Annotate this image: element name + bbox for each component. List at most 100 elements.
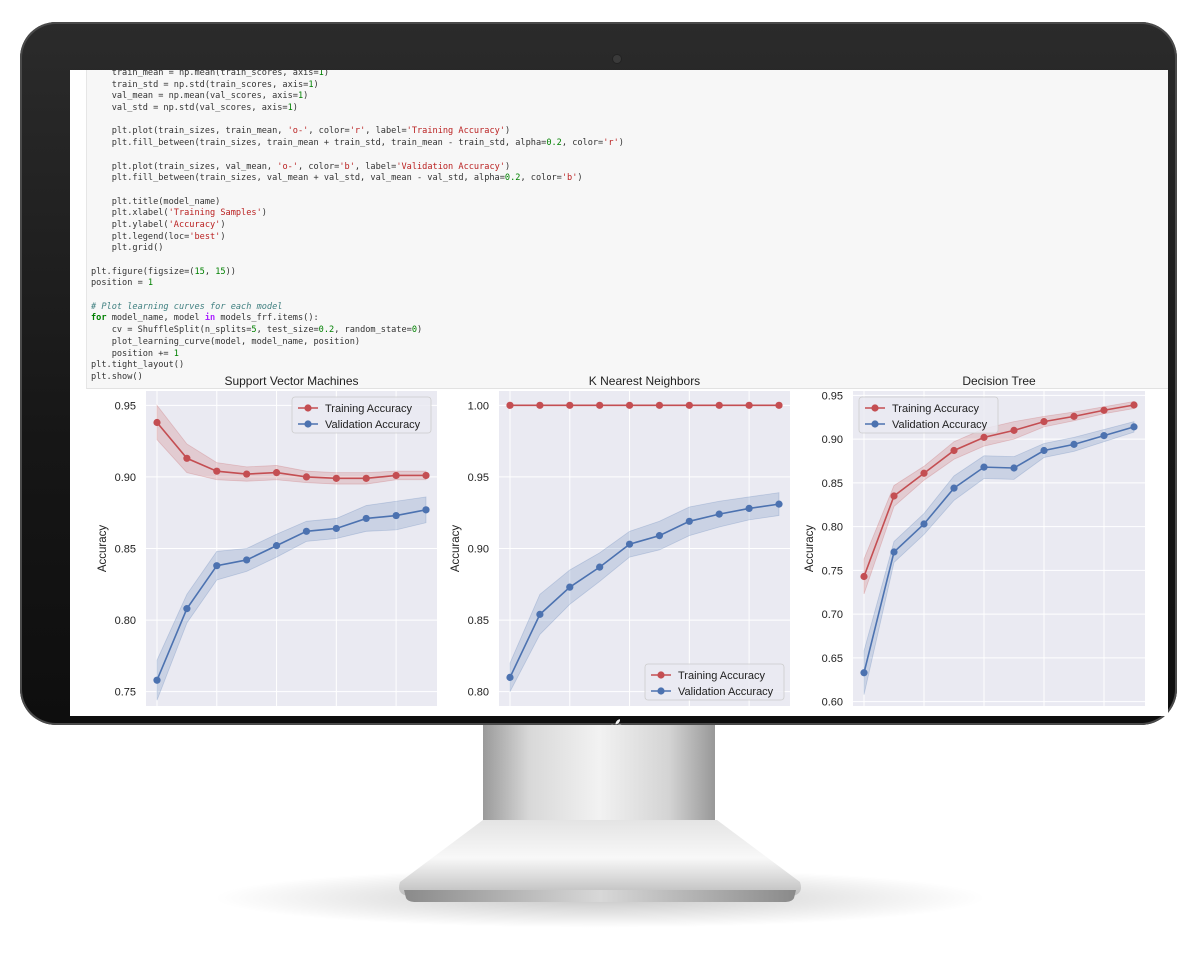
- code-token: ): [323, 70, 330, 78]
- code-token: train_mean = np.mean(train_scores, axis=: [91, 70, 319, 78]
- y-tick-label: 0.80: [468, 687, 489, 699]
- code-line: position = 1: [91, 278, 624, 290]
- legend-label: Training Accuracy: [325, 403, 413, 415]
- code-line: plt.plot(train_sizes, val_mean, 'o-', co…: [91, 162, 624, 174]
- code-line: cv = ShuffleSplit(n_splits=5, test_size=…: [91, 325, 624, 337]
- data-point: [980, 463, 988, 471]
- y-axis-label: Accuracy: [804, 525, 816, 573]
- code-editor[interactable]: train_mean = np.mean(train_scores, axis=…: [91, 70, 624, 384]
- code-token: ): [313, 79, 319, 90]
- code-token: 1: [297, 91, 304, 102]
- code-token: 'b': [339, 161, 355, 172]
- y-tick-label: 0.90: [468, 544, 489, 556]
- y-axis-label: Accuracy: [450, 525, 462, 573]
- data-point: [536, 610, 544, 618]
- chart-title: Decision Tree: [962, 374, 1036, 388]
- data-point: [860, 572, 868, 581]
- code-token: ): [303, 91, 309, 102]
- series-line: [863, 404, 1135, 577]
- data-point: [1070, 412, 1078, 420]
- y-tick-label: 0.80: [822, 522, 843, 534]
- legend-label: Training Accuracy: [678, 670, 766, 682]
- code-token: position +=: [91, 348, 174, 359]
- code-token: plt.xlabel(: [91, 208, 169, 219]
- y-tick-label: 0.90: [822, 434, 843, 446]
- data-point: [860, 669, 868, 677]
- data-point: [213, 467, 221, 475]
- code-token: ): [261, 208, 267, 219]
- legend-label: Validation Accuracy: [325, 419, 421, 431]
- data-point: [566, 401, 574, 409]
- code-line: plot_learning_curve(model, model_name, p…: [91, 337, 624, 349]
- legend: Training Accuracy Validation Accuracy: [291, 396, 432, 434]
- data-point: [1130, 423, 1138, 431]
- code-token: 'Training Accuracy': [406, 126, 505, 137]
- data-point: [506, 401, 514, 409]
- code-token: 'r': [603, 138, 619, 149]
- data-point: [392, 471, 400, 480]
- code-line: for model_name, model in models_frf.item…: [91, 313, 624, 325]
- code-line: plt.figure(figsize=(15, 15)): [91, 267, 624, 279]
- data-point: [715, 401, 723, 409]
- code-line: plt.xlabel('Training Samples'): [91, 208, 624, 220]
- legend-box: [858, 396, 999, 434]
- learning-curves-figure: 0.75 0.80 0.85 0.90 0.95 Support Vector Machi…: [97, 374, 1145, 709]
- data-point: [302, 527, 311, 535]
- code-token: 0.2: [546, 138, 562, 149]
- series-line: [156, 509, 427, 681]
- data-point: [243, 556, 251, 564]
- chart-2: 0.80 0.85 0.90 0.95 1.00 K Nearest Neighbors A…: [450, 374, 790, 706]
- code-line: plt.legend(loc='best'): [91, 232, 624, 244]
- code-token: ): [220, 231, 226, 242]
- data-point: [980, 433, 988, 441]
- data-point: [1040, 418, 1048, 426]
- code-token: plt.figure(figsize=(: [91, 266, 195, 277]
- y-tick-label: 0.85: [822, 478, 843, 490]
- legend-label: Validation Accuracy: [892, 419, 988, 431]
- legend-marker: [871, 404, 879, 412]
- data-point: [920, 520, 928, 528]
- data-point: [272, 542, 281, 550]
- y-tick-label: 0.60: [822, 697, 843, 709]
- data-point: [655, 401, 664, 409]
- data-point: [153, 676, 161, 684]
- code-token: plt.grid(): [91, 243, 164, 254]
- y-tick-label: 0.75: [115, 687, 136, 699]
- code-token: ): [504, 161, 511, 172]
- legend-label: Validation Accuracy: [678, 686, 774, 698]
- code-token: ): [220, 219, 226, 230]
- code-token: plot_learning_curve(model, model_name, p…: [91, 336, 361, 347]
- code-token: plt.plot(train_sizes, val_mean,: [91, 161, 278, 172]
- code-token: 'r': [349, 126, 366, 137]
- data-point: [183, 605, 191, 613]
- data-point: [775, 401, 783, 409]
- y-axis-label: Accuracy: [97, 525, 109, 573]
- code-token: val_std = np.std(val_scores, axis=: [91, 103, 288, 114]
- code-token: , color=: [561, 138, 604, 149]
- y-tick-label: 0.65: [822, 653, 843, 665]
- y-tick-label: 0.75: [822, 565, 843, 577]
- y-tick-label: 1.00: [468, 400, 489, 412]
- monitor-stand-neck: [483, 725, 715, 835]
- code-token: )): [225, 266, 236, 277]
- data-point: [950, 446, 958, 455]
- camera-icon: [613, 55, 621, 63]
- y-tick-label: 0.90: [115, 472, 136, 484]
- code-token: models_frf.items():: [215, 313, 319, 324]
- code-line: train_std = np.std(train_scores, axis=1): [91, 80, 624, 92]
- code-line: plt.title(model_name): [91, 197, 624, 209]
- data-point: [745, 504, 753, 513]
- code-token: 0.2: [318, 325, 335, 336]
- chart-3: 0.60 0.65 0.70 0.75 0.80 0.85 0.90 0.95 Decision…: [804, 374, 1145, 709]
- code-token: in: [204, 313, 216, 324]
- y-tick-label: 0.85: [115, 544, 136, 556]
- code-token: plt.plot(train_sizes, train_mean,: [91, 126, 288, 137]
- data-point: [302, 473, 311, 481]
- data-point: [890, 548, 898, 556]
- code-cell[interactable]: train_mean = np.mean(train_scores, axis=…: [86, 70, 1168, 389]
- data-point: [536, 401, 544, 409]
- series-line: [156, 421, 426, 480]
- y-tick-label: 0.80: [115, 615, 136, 627]
- data-point: [183, 454, 191, 462]
- data-point: [1130, 401, 1138, 409]
